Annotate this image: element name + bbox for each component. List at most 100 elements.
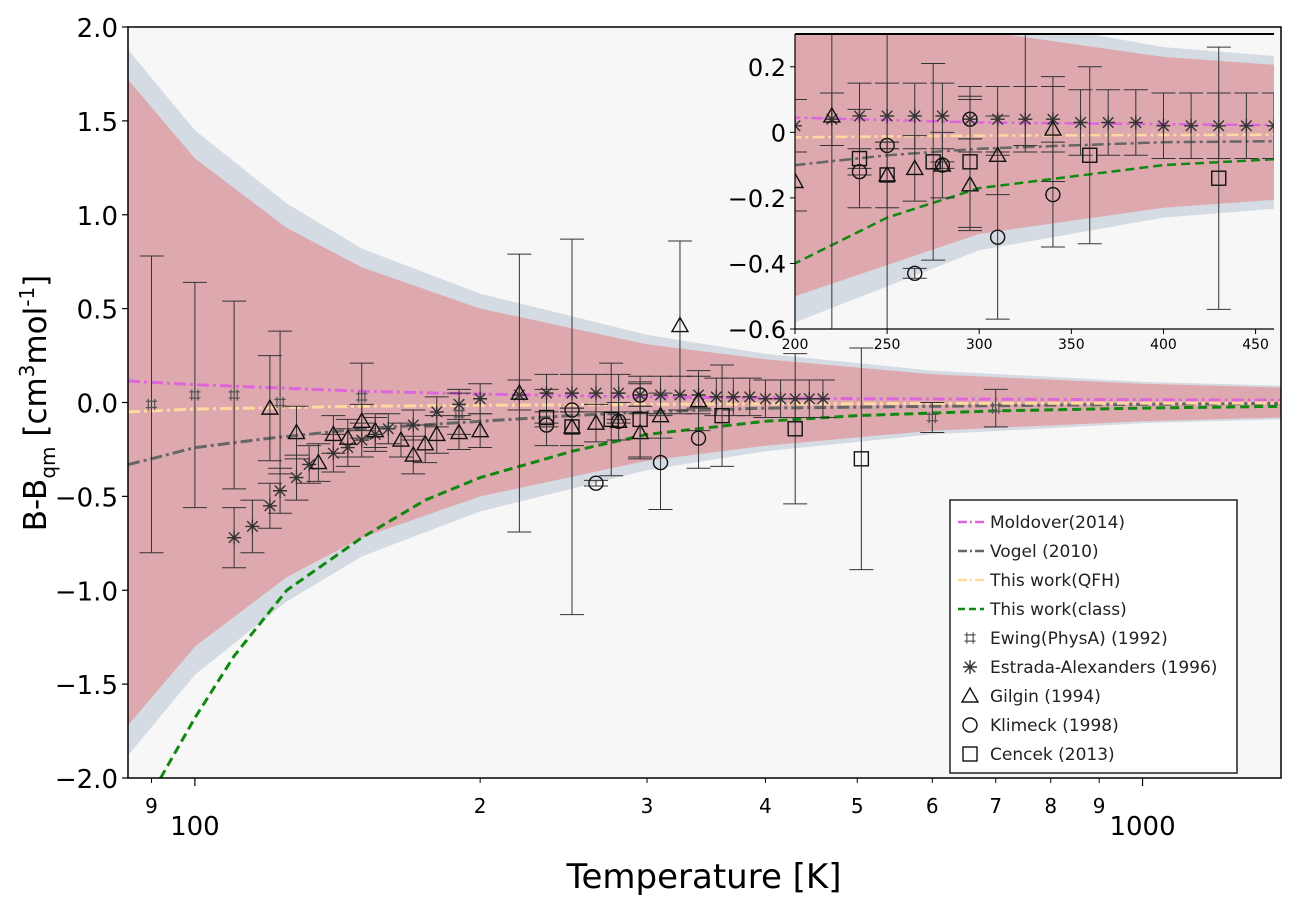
legend-swatch-7	[962, 717, 978, 733]
marker-2-19	[670, 316, 690, 333]
marker-1-26	[1128, 115, 1143, 130]
marker-2-9	[415, 434, 435, 451]
marker-1-12	[429, 404, 444, 419]
x-minor-tick-label-2: 3	[641, 794, 654, 818]
inset-x-tick-label-1: 250	[874, 337, 901, 353]
legend-label-0: Moldover(2014)	[990, 513, 1125, 533]
marker-4-0	[851, 150, 868, 167]
marker-4-5	[1211, 170, 1227, 186]
marker-2-10	[427, 425, 446, 442]
marker-1-10	[381, 421, 396, 436]
x-axis-label: Temperature [K]	[565, 857, 841, 897]
inset-y-tick-label-0: 0.2	[748, 54, 786, 82]
y-tick-label-0: 2.0	[77, 14, 118, 44]
legend-label-6: Gilgin (1994)	[990, 687, 1101, 707]
marker-4-4	[714, 407, 730, 424]
marker-1-24	[709, 389, 724, 404]
marker-1-2	[262, 498, 277, 513]
x-minor-tick-label-1: 2	[474, 794, 487, 818]
marker-0-4	[356, 391, 368, 403]
marker-3-2	[588, 475, 604, 491]
marker-1-26	[742, 389, 757, 404]
legend-swatch-6	[960, 686, 980, 703]
marker-4-6	[853, 451, 870, 467]
marker-1-5	[302, 457, 317, 472]
y-axis-label-close: ]	[18, 275, 54, 287]
marker-0-7	[990, 402, 1002, 414]
marker-1-30	[1239, 118, 1254, 133]
series-line-1	[128, 401, 1281, 466]
marker-1-18	[588, 386, 603, 401]
marker-1-25	[726, 389, 741, 404]
marker-1-14	[473, 391, 488, 406]
marker-1-31	[815, 391, 830, 406]
marker-2-3	[324, 425, 343, 442]
legend-label-4: Ewing(PhysA) (1992)	[990, 629, 1168, 649]
legend-label-3: This work(class)	[989, 600, 1127, 620]
marker-3-6	[1045, 186, 1061, 203]
marker-2-11	[449, 423, 469, 440]
marker-2-12	[470, 421, 490, 438]
legend-swatch-8	[962, 746, 978, 762]
x-minor-tick-label-0: 9	[145, 794, 158, 818]
inset-y-tick-label-3: −0.4	[728, 250, 786, 278]
x-major-tick-label-0: 100	[170, 812, 220, 842]
legend: Moldover(2014) Vogel (2010) This work(QFH)…	[949, 499, 1238, 774]
legend-label-8: Cencek (2013)	[990, 745, 1115, 765]
marker-2-13	[510, 383, 529, 400]
x-minor-tick-label-6: 7	[989, 794, 1002, 818]
y-axis-label-sup-1: 3	[15, 365, 39, 378]
marker-2-16	[933, 155, 952, 172]
legend-label-5: Estrada-Alexanders (1996)	[990, 658, 1217, 678]
marker-2-15	[586, 413, 606, 430]
y-tick-label-4: 0.0	[77, 390, 118, 420]
y-axis-label-main: B-B	[18, 479, 54, 532]
marker-1-27	[1156, 118, 1171, 133]
marker-2-0	[260, 398, 280, 415]
marker-4-1	[564, 419, 580, 435]
x-minor-tick-label-4: 5	[851, 794, 864, 818]
inset-x-tick-label-3: 350	[1058, 337, 1085, 353]
y-tick-label-8: −2.0	[55, 765, 118, 795]
plot-clip-group	[128, 49, 1281, 778]
marker-1-19	[611, 386, 626, 401]
legend-label-1: Vogel (2010)	[990, 542, 1099, 562]
marker-2-13	[822, 106, 842, 123]
marker-2-4	[338, 428, 358, 445]
marker-2-20	[689, 391, 708, 408]
marker-1-8	[354, 433, 369, 448]
marker-2-1	[287, 423, 306, 440]
x-minor-tick-label-5: 6	[926, 794, 939, 818]
y-tick-label-1: 1.5	[77, 108, 118, 138]
marker-2-5	[352, 411, 371, 428]
inset-y-tick-label-2: −0.2	[728, 185, 786, 213]
marker-2-8	[404, 445, 423, 462]
inset-clip-group	[795, 0, 1274, 329]
marker-0-0	[145, 398, 158, 410]
marker-4-2	[925, 154, 941, 170]
inset-x-tick-label-5: 450	[1242, 337, 1269, 353]
inset-y-tick-label-1: 0	[771, 119, 786, 147]
inset-x-tick-label-2: 300	[966, 337, 993, 353]
marker-4-1	[879, 167, 895, 183]
marker-3-2	[907, 265, 923, 281]
x-minor-tick-label-7: 8	[1044, 794, 1057, 818]
y-axis-label-sub: qm	[36, 446, 60, 478]
y-tick-label-7: −1.5	[55, 671, 118, 701]
marker-3-5	[989, 229, 1006, 245]
marker-4-3	[632, 411, 648, 428]
legend-swatch-4	[964, 632, 976, 644]
marker-4-5	[787, 421, 803, 437]
marker-0-1	[189, 389, 201, 401]
marker-2-2	[309, 453, 328, 470]
y-axis-label-sup-2: -1	[15, 287, 39, 307]
x-minor-tick-label-8: 9	[1093, 794, 1106, 818]
marker-2-16	[609, 411, 628, 428]
marker-1-24	[1073, 115, 1088, 130]
y-axis-label: B-Bqm [cm3mol-1]	[15, 275, 60, 532]
y-tick-label-2: 1.0	[77, 202, 118, 232]
x-minor-tick-label-3: 4	[759, 794, 772, 818]
y-tick-label-5: −0.5	[55, 483, 118, 513]
series-line-0	[128, 379, 1281, 402]
marker-2-19	[1017, 0, 1033, 4]
